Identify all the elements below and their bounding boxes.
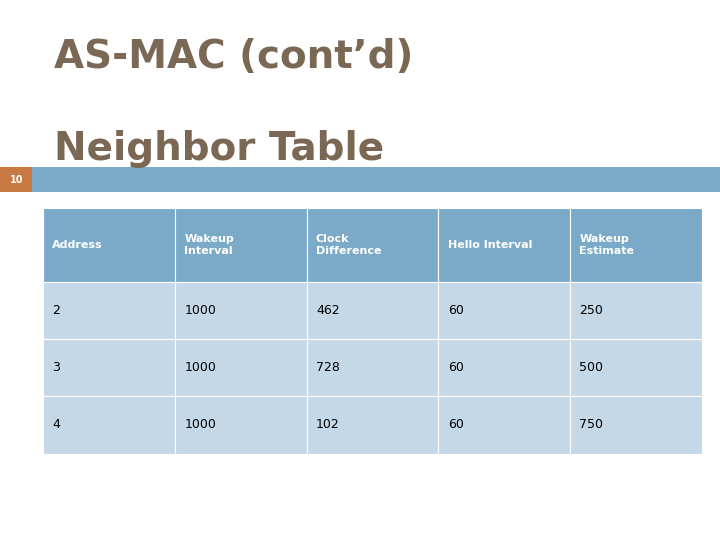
Text: 4: 4 [53,418,60,431]
Text: 2: 2 [53,304,60,317]
FancyBboxPatch shape [438,396,570,454]
FancyBboxPatch shape [570,281,702,339]
FancyBboxPatch shape [307,339,438,396]
Text: Wakeup
Interval: Wakeup Interval [184,234,234,256]
FancyBboxPatch shape [438,281,570,339]
Text: 1000: 1000 [184,361,216,374]
Text: Neighbor Table: Neighbor Table [54,130,384,167]
FancyBboxPatch shape [175,281,307,339]
Text: 728: 728 [316,361,340,374]
FancyBboxPatch shape [175,339,307,396]
Text: Hello Interval: Hello Interval [448,240,532,250]
FancyBboxPatch shape [175,396,307,454]
Text: Clock
Difference: Clock Difference [316,234,382,256]
Text: Address: Address [53,240,103,250]
FancyBboxPatch shape [438,339,570,396]
Text: 1000: 1000 [184,418,216,431]
Text: 60: 60 [448,361,464,374]
Text: 750: 750 [580,418,603,431]
FancyBboxPatch shape [307,208,438,281]
Text: 3: 3 [53,361,60,374]
FancyBboxPatch shape [570,396,702,454]
FancyBboxPatch shape [307,396,438,454]
FancyBboxPatch shape [570,339,702,396]
Text: 60: 60 [448,418,464,431]
Text: 60: 60 [448,304,464,317]
FancyBboxPatch shape [43,339,175,396]
FancyBboxPatch shape [43,208,175,281]
Text: 102: 102 [316,418,340,431]
FancyBboxPatch shape [175,208,307,281]
FancyBboxPatch shape [0,167,32,192]
FancyBboxPatch shape [438,208,570,281]
Text: 462: 462 [316,304,340,317]
Text: Wakeup
Estimate: Wakeup Estimate [580,234,634,256]
Text: 10: 10 [9,174,23,185]
FancyBboxPatch shape [43,396,175,454]
Text: 1000: 1000 [184,304,216,317]
FancyBboxPatch shape [307,281,438,339]
FancyBboxPatch shape [43,281,175,339]
Text: AS-MAC (cont’d): AS-MAC (cont’d) [54,38,413,76]
Text: 500: 500 [580,361,603,374]
Text: 250: 250 [580,304,603,317]
FancyBboxPatch shape [32,167,720,192]
FancyBboxPatch shape [570,208,702,281]
